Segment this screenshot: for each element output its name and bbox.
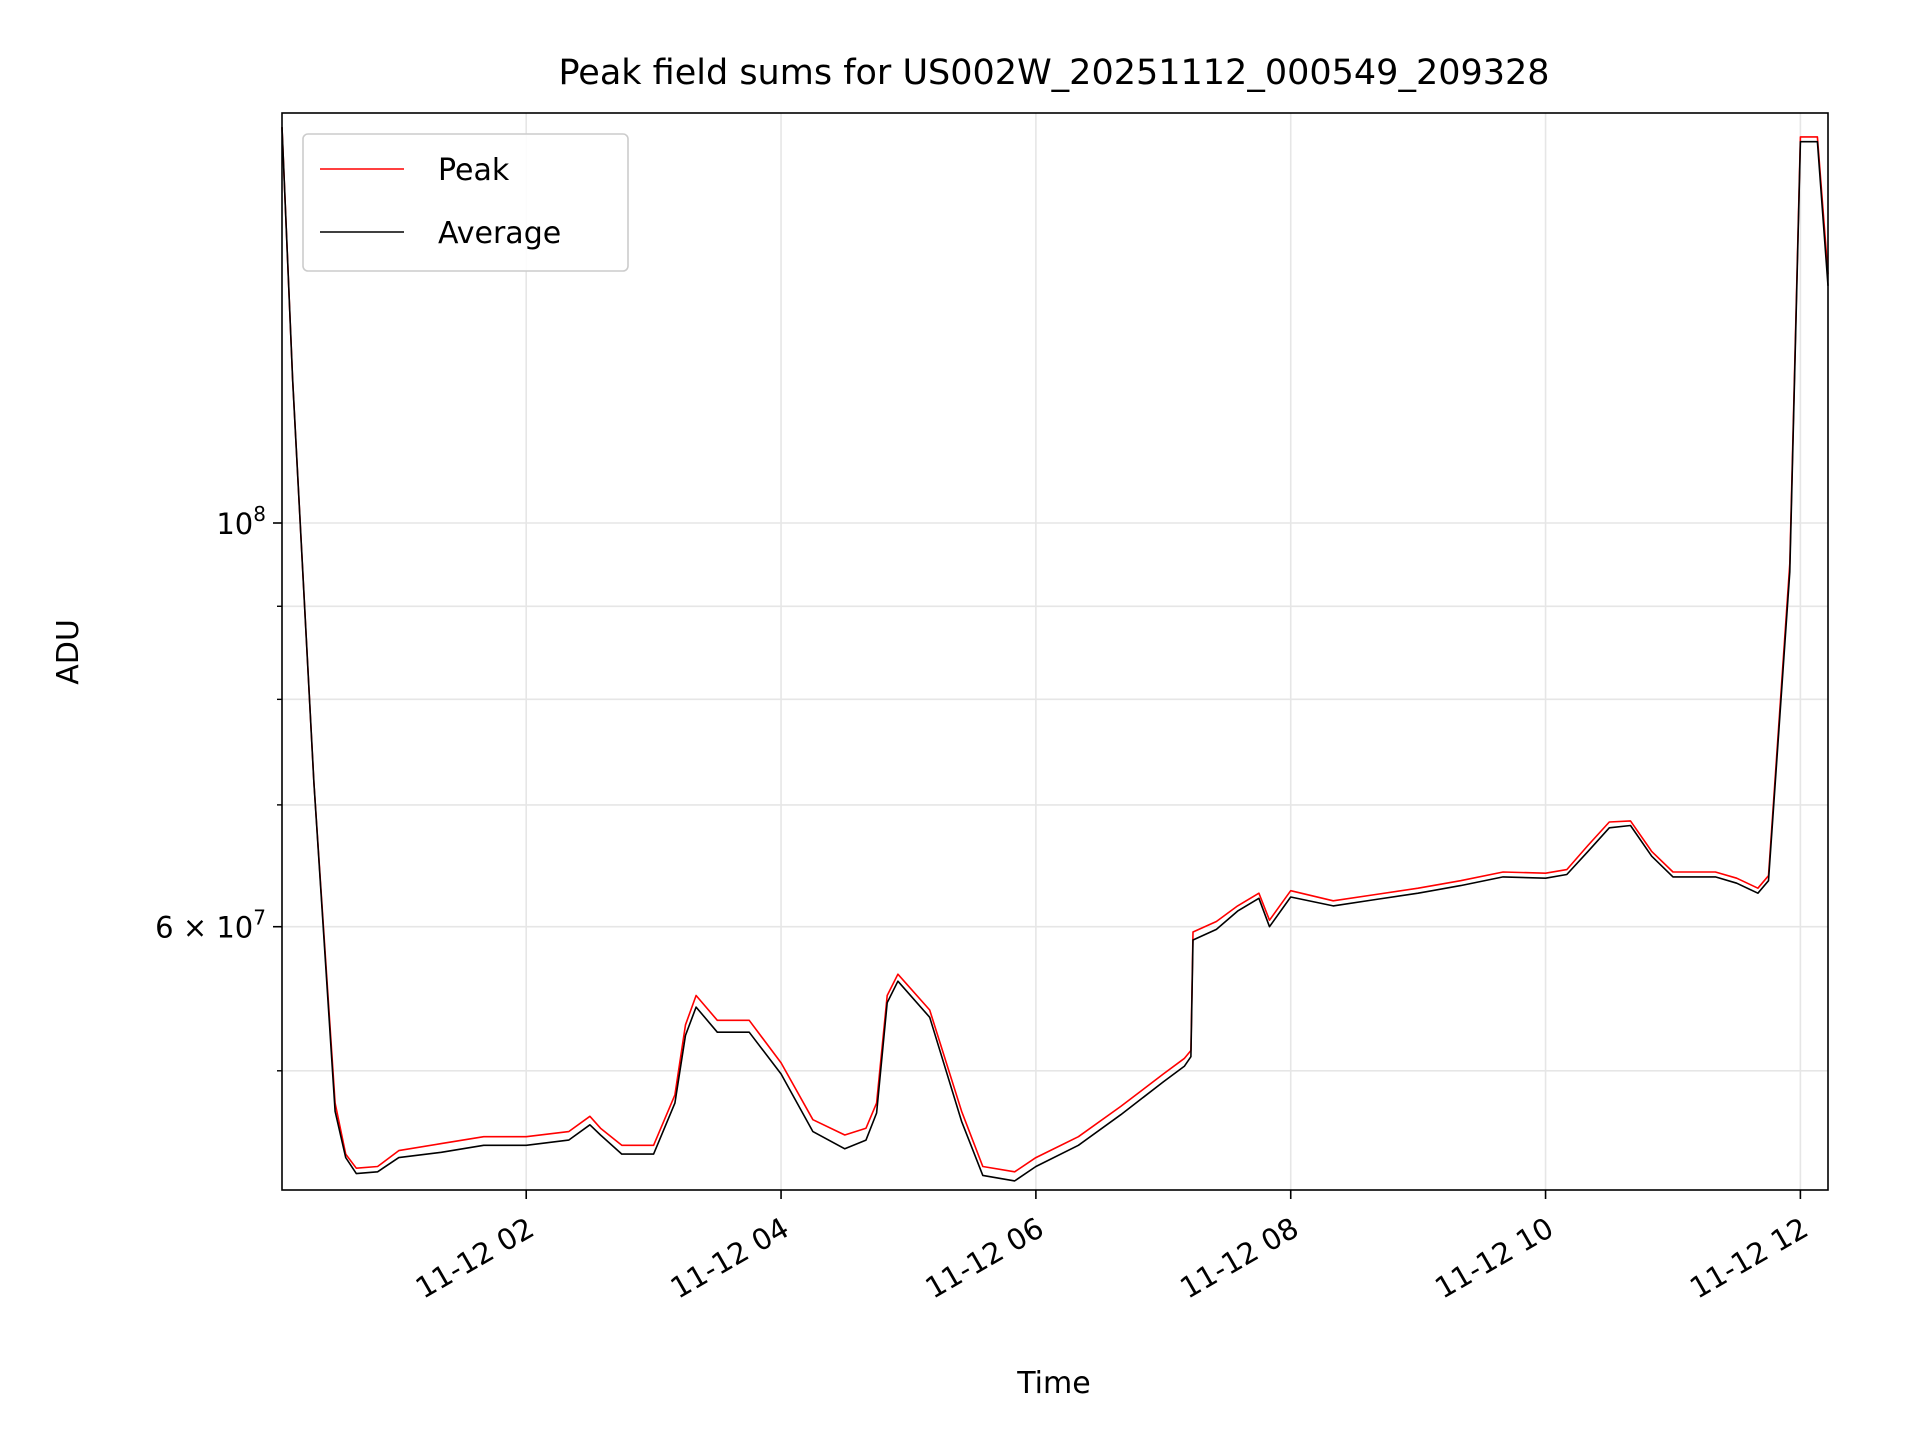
y-axis-label: ADU: [51, 619, 86, 685]
y-tick-label-exponent: 8: [253, 502, 266, 526]
legend-label-average: Average: [438, 216, 561, 251]
plot-frame: [281, 112, 1829, 1191]
y-tick-label-base: 10: [216, 507, 253, 541]
y-tick-label-exponent: 7: [253, 906, 266, 930]
grid-lines: [282, 113, 1828, 1190]
y-tick-label-base: 6 × 10: [155, 911, 253, 945]
y-tick-label: 6 × 107: [155, 906, 266, 945]
legend: Peak Average: [302, 133, 629, 272]
plot-series: [281, 127, 1829, 1182]
x-axis-label: Time: [1016, 1366, 1090, 1401]
series-line-peak: [281, 127, 1829, 1173]
legend-label-peak: Peak: [438, 153, 510, 188]
series-line-average: [281, 127, 1829, 1182]
y-tick-label: 108: [216, 502, 266, 541]
chart-title: Peak field sums for US002W_20251112_0005…: [558, 53, 1549, 93]
